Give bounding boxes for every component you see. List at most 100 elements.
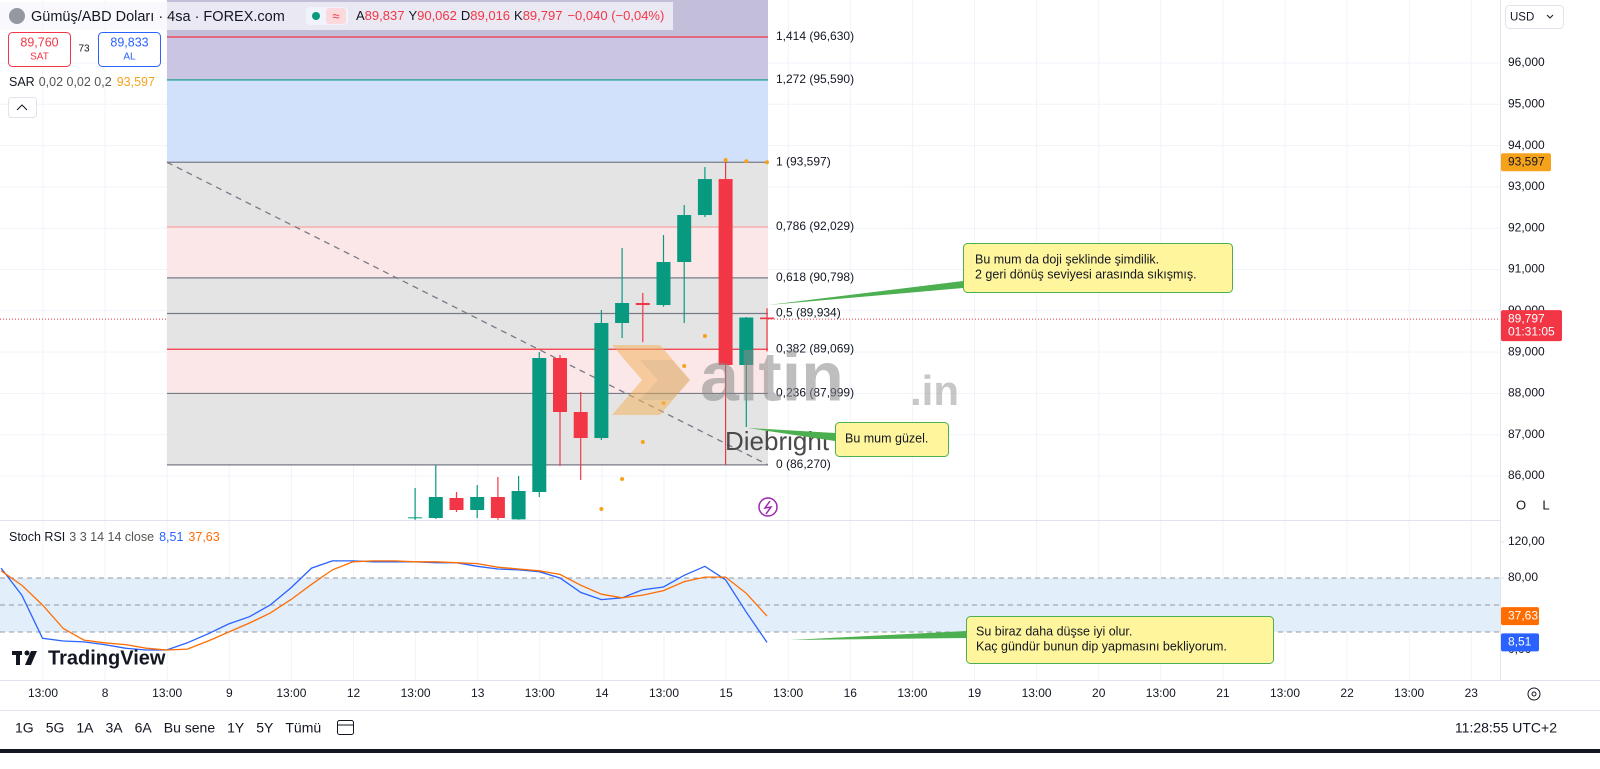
sar-dot [640, 440, 645, 445]
candle-body [553, 358, 567, 412]
y-tick-label: 93,000 [1508, 179, 1545, 193]
x-tick-label: 15 [719, 686, 733, 700]
scale-button-label: O [1516, 497, 1526, 512]
symbol-icon [9, 8, 25, 24]
annotation[interactable]: Su biraz daha düşse iyi olur. Kaç gündür… [790, 616, 1274, 664]
range-button[interactable]: 6A [135, 720, 153, 736]
candle-body [615, 302, 630, 323]
watermark-logo [640, 360, 690, 400]
fib-zone [167, 393, 768, 465]
candle-body [739, 317, 754, 365]
fib-label: 1 (93,597) [776, 154, 831, 168]
range-button[interactable]: 5G [46, 720, 65, 736]
x-tick-label: 9 [226, 686, 233, 700]
x-tick-label: 16 [844, 686, 858, 700]
annotation-pointer [790, 631, 966, 640]
candle-body [573, 411, 588, 439]
fib-zone [167, 36, 768, 80]
x-tick-label: 13:00 [1394, 686, 1424, 700]
y-tick-label: 94,000 [1508, 138, 1545, 152]
range-button[interactable]: 1Y [227, 720, 245, 736]
sar-dot [702, 334, 707, 339]
range-button[interactable]: Bu sene [164, 720, 216, 736]
annotation[interactable]: Bu mum da doji şeklinde şimdilik. 2 geri… [768, 243, 1233, 306]
clock[interactable]: 11:28:55 UTC+2 [1455, 720, 1557, 736]
fib-zone [167, 79, 768, 163]
sell-price: 89,760 [20, 35, 58, 49]
buy-button[interactable] [98, 32, 161, 67]
range-button[interactable]: Tümü [285, 720, 321, 736]
x-tick-label: 13:00 [28, 686, 58, 700]
annotation-pointer [748, 428, 835, 441]
y-tick-label: 92,000 [1508, 220, 1545, 234]
currency-select[interactable] [1505, 5, 1564, 29]
sar-dot [765, 160, 769, 165]
currency: USD [1510, 12, 1534, 24]
annotation-text: Bu mum da doji şeklinde şimdilik. [975, 252, 1159, 266]
last-value-label: 37,63 [1508, 608, 1538, 622]
logo-mark [25, 651, 37, 665]
market-open-dot [312, 12, 320, 20]
y-tick-label: 86,000 [1508, 468, 1545, 482]
buy-label: AL [123, 52, 136, 63]
range-button[interactable]: 3A [106, 720, 124, 736]
stoch-title: Stoch RSI [9, 530, 65, 544]
candle-body [697, 179, 712, 216]
countdown-label: 01:31:05 [1508, 324, 1555, 338]
range-button[interactable]: 1G [15, 720, 34, 736]
fib-label: 0 (86,270) [776, 457, 831, 471]
ohlc-value: 89,837 [365, 8, 405, 23]
x-tick-label: 12 [347, 686, 361, 700]
range-toolbar: 1G 5G 1A 3A 6A Bu sene 1Y 5Y Tümü [15, 720, 321, 736]
stoch-k-value: 8,51 [159, 530, 183, 544]
x-tick-label: 23 [1465, 686, 1479, 700]
ohlc-key: A [356, 8, 365, 23]
sar-value: 93,597 [117, 75, 155, 89]
symbol-title[interactable]: Gümüş/ABD Doları · 4sa · FOREX.com [31, 9, 285, 25]
collapse-icon [16, 104, 28, 111]
annotation-box [963, 243, 1233, 293]
candle-body [656, 262, 671, 306]
x-tick-label: 13:00 [649, 686, 679, 700]
scale-button[interactable] [1511, 496, 1531, 514]
annotation[interactable]: Bu mum güzel. [748, 422, 949, 457]
last-value-box [1501, 633, 1539, 652]
annotation-pointer [768, 281, 963, 305]
range-button[interactable]: 5Y [256, 720, 274, 736]
ohlc-key: K [514, 8, 523, 23]
candle-body [532, 358, 547, 492]
x-tick-label: 13:00 [525, 686, 555, 700]
ohlc-value: 89,797 [523, 8, 563, 23]
y-tick-label: 96,000 [1508, 55, 1545, 69]
scale-button[interactable] [1536, 496, 1556, 514]
fib-label: 0,618 (90,798) [776, 270, 854, 284]
collapse-button[interactable] [8, 97, 37, 118]
settings-icon[interactable] [1527, 687, 1541, 701]
fib-zone [167, 313, 768, 350]
ohlc-value: 90,062 [417, 8, 457, 23]
candle-body [760, 317, 774, 320]
x-tick-label: 13:00 [897, 686, 927, 700]
date-range-icon[interactable] [337, 720, 354, 735]
fib-label: 1,272 (95,590) [776, 72, 854, 86]
stoch-legend: Stoch RSI 3 3 14 14 close 8,51 37,63 [9, 530, 220, 544]
ohlc-key: D [461, 8, 470, 23]
spread: 73 [78, 44, 90, 55]
candle-body [428, 496, 443, 519]
fib-label: 1,414 (96,630) [776, 29, 854, 43]
fib-label: 0,5 (89,934) [776, 306, 841, 320]
watermark: altin .in [612, 337, 959, 415]
watermark-brand: altin [700, 337, 844, 415]
fib-zone [167, 162, 768, 227]
range-button[interactable]: 1A [76, 720, 94, 736]
logo-mark [16, 651, 20, 665]
sar-dot [599, 507, 604, 512]
last-value-label: 8,51 [1508, 635, 1532, 649]
candle-body [718, 179, 733, 365]
stoch-line [0, 560, 768, 651]
sar-price-label: 93,597 [1508, 154, 1545, 168]
sell-button[interactable] [8, 32, 71, 67]
x-tick-label: 22 [1340, 686, 1354, 700]
fib-label: 0,236 (87,999) [776, 386, 854, 400]
bottom-edge [0, 749, 1600, 753]
